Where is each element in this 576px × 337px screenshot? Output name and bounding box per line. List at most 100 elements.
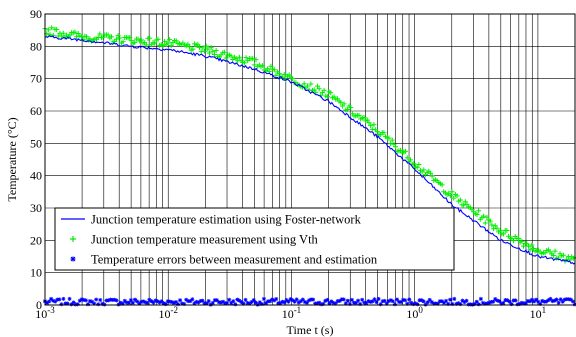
error-marker: [94, 297, 99, 302]
error-marker: [112, 297, 117, 302]
measurement-marker: [201, 48, 207, 54]
error-marker: [339, 297, 344, 302]
error-marker: [485, 301, 490, 306]
error-marker: [554, 297, 559, 302]
error-marker: [427, 297, 432, 302]
error-marker: [372, 297, 377, 302]
error-marker: [323, 298, 328, 303]
error-marker: [386, 299, 391, 304]
measurement-marker: [160, 43, 166, 49]
error-marker: [564, 297, 569, 302]
error-marker: [362, 300, 367, 305]
error-marker: [501, 301, 506, 306]
error-marker: [118, 300, 123, 305]
error-marker: [442, 300, 447, 305]
error-marker: [309, 297, 314, 302]
error-marker: [495, 298, 500, 303]
estimation-line: [44, 35, 576, 265]
error-marker: [394, 297, 399, 302]
measurement-marker: [152, 40, 158, 46]
error-marker: [546, 298, 551, 303]
error-marker: [568, 297, 573, 302]
x-tick-label: 101: [530, 305, 547, 321]
error-marker: [67, 296, 72, 301]
error-marker: [390, 299, 395, 304]
measurement-marker: [120, 39, 126, 45]
measurement-marker: [208, 45, 214, 51]
measurement-marker: [168, 43, 174, 49]
measurement-marker: [393, 144, 399, 150]
error-marker: [65, 301, 70, 306]
measurement-marker: [250, 56, 256, 62]
error-marker: [345, 298, 350, 303]
error-marker: [374, 300, 379, 305]
error-marker: [98, 298, 103, 303]
error-marker: [218, 300, 223, 305]
error-marker: [124, 300, 129, 305]
measurement-marker: [550, 253, 556, 259]
measurement-marker: [461, 202, 467, 208]
measurement-marker: [197, 44, 203, 50]
error-marker: [444, 298, 449, 303]
error-marker: [61, 296, 66, 301]
error-marker: [478, 296, 483, 301]
measurement-marker: [404, 155, 410, 161]
error-marker: [450, 302, 455, 307]
error-marker: [59, 302, 64, 307]
error-marker: [487, 300, 492, 305]
plot-series: [42, 25, 576, 307]
error-marker: [521, 301, 526, 306]
measurement-marker: [200, 45, 206, 51]
measurement-marker: [72, 29, 78, 35]
error-marker: [184, 297, 189, 302]
measurement-marker: [241, 60, 247, 66]
error-marker: [464, 298, 469, 303]
error-marker: [239, 300, 244, 305]
error-marker: [188, 299, 193, 304]
measurement-marker: [228, 53, 234, 59]
error-marker: [425, 300, 430, 305]
legend-label: Junction temperature estimation using Fo…: [91, 213, 362, 227]
error-marker: [405, 301, 410, 306]
error-marker: [300, 297, 305, 302]
error-marker: [278, 301, 283, 306]
measurement-marker: [45, 27, 51, 33]
error-marker: [542, 299, 547, 304]
error-marker: [116, 302, 121, 307]
measurement-marker: [341, 101, 347, 107]
measurement-marker: [516, 236, 522, 242]
measurement-marker: [462, 199, 468, 205]
error-marker: [266, 299, 271, 304]
y-tick-label: 0: [36, 298, 42, 312]
measurement-marker: [243, 55, 249, 61]
error-marker: [497, 299, 502, 304]
error-marker: [210, 301, 215, 306]
error-marker: [55, 297, 60, 302]
error-marker: [421, 299, 426, 304]
measurement-marker: [205, 46, 211, 52]
measurement-marker: [338, 99, 344, 105]
error-marker: [110, 297, 115, 302]
error-marker: [337, 298, 342, 303]
measurement-marker: [203, 43, 209, 49]
error-marker: [182, 301, 187, 306]
error-marker: [122, 298, 127, 303]
error-marker: [223, 301, 228, 306]
measurement-marker: [271, 67, 277, 73]
error-marker: [51, 298, 56, 303]
measurement-marker: [74, 34, 80, 40]
measurement-marker: [105, 32, 111, 38]
error-marker: [249, 300, 254, 305]
measurement-marker: [403, 148, 409, 154]
x-tick-label: 100: [406, 305, 423, 321]
error-marker: [513, 298, 518, 303]
error-marker: [431, 301, 436, 306]
error-marker: [190, 297, 195, 302]
error-marker: [194, 299, 199, 304]
measurement-marker: [251, 62, 257, 68]
error-marker: [311, 297, 316, 302]
measurement-marker: [408, 157, 414, 163]
y-tick-label: 10: [30, 266, 42, 280]
measurement-marker: [305, 83, 311, 89]
measurement-marker: [449, 189, 455, 195]
